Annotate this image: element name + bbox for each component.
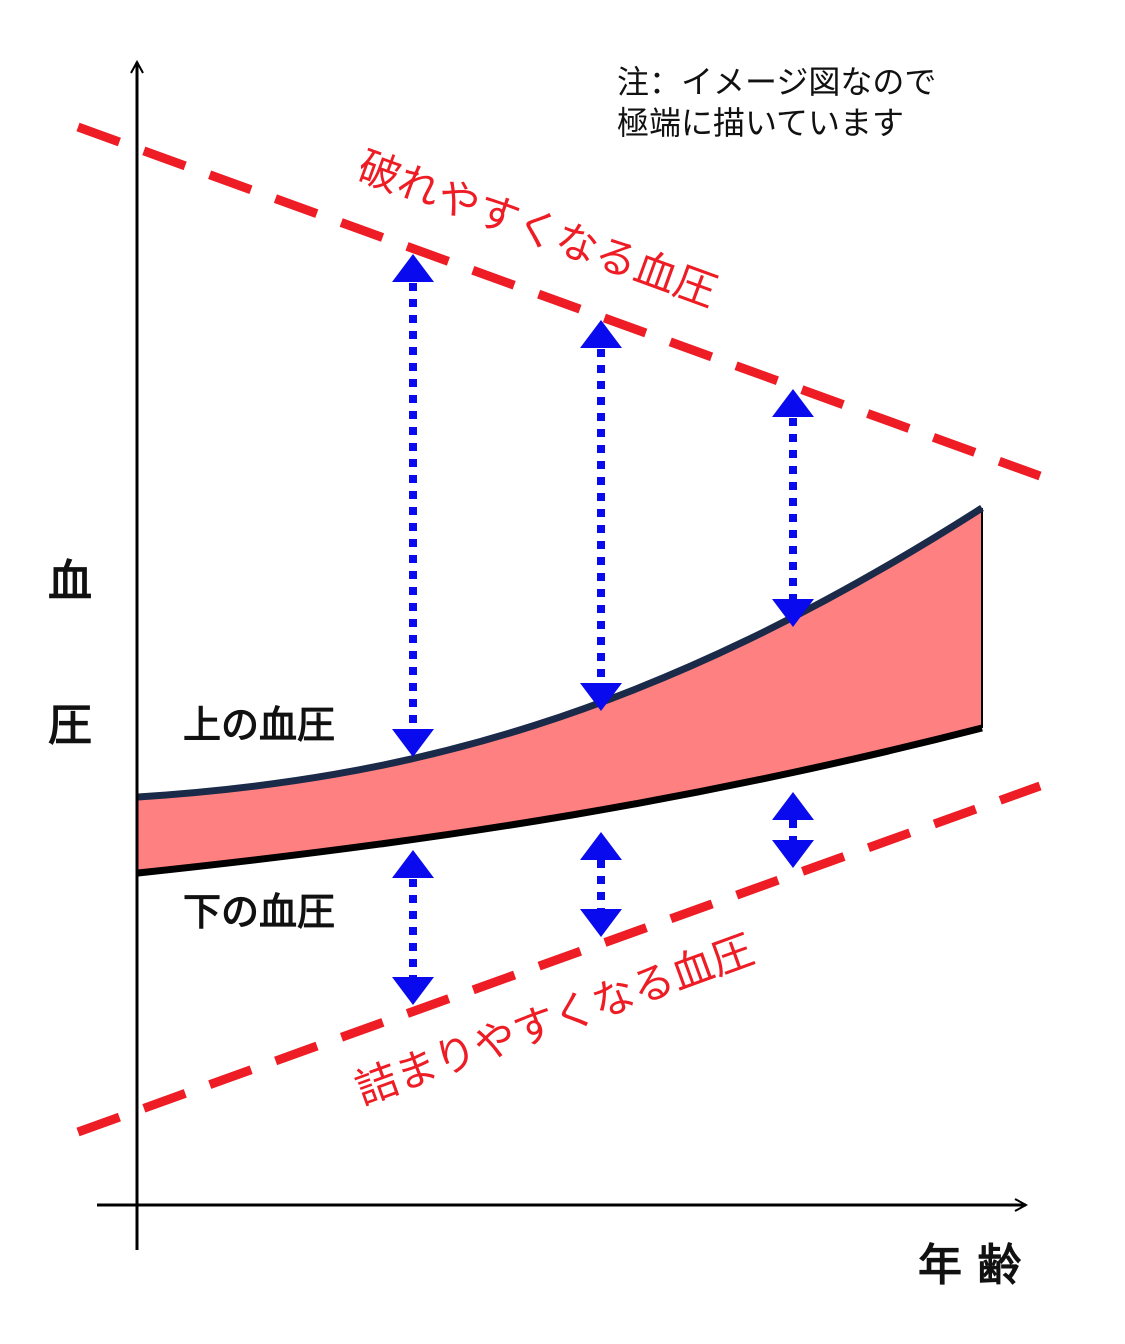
lower-gap-arrow-3 — [772, 792, 814, 868]
lower-limit-line — [76, 781, 1042, 1137]
y-axis-label-1: 血 — [48, 556, 92, 607]
lower-gap-arrow-1 — [392, 850, 434, 1005]
note-line-1: 注：イメージ図なので — [617, 63, 936, 101]
upper-gap-arrow-1 — [392, 254, 434, 757]
x-axis-label: 年 齢 — [918, 1240, 1021, 1291]
lower-gap-arrow-2 — [580, 832, 622, 937]
upper-gap-arrow-3 — [772, 389, 814, 627]
lower-limit-label: 詰まりやすくなる血圧 — [349, 925, 760, 1115]
note-line-2: 極端に描いています — [617, 104, 904, 142]
upper-gap-arrow-2 — [580, 320, 622, 711]
diastolic-line — [137, 724, 983, 877]
upper-limit-line — [76, 122, 1042, 481]
y-axis-label-2: 圧 — [48, 700, 92, 751]
systolic-label: 上の血圧 — [183, 703, 335, 747]
systolic-line — [137, 505, 984, 801]
upper-limit-label: 破れやすくなる血圧 — [352, 141, 724, 316]
diastolic-label: 下の血圧 — [183, 890, 335, 934]
pressure-band — [138, 508, 982, 873]
